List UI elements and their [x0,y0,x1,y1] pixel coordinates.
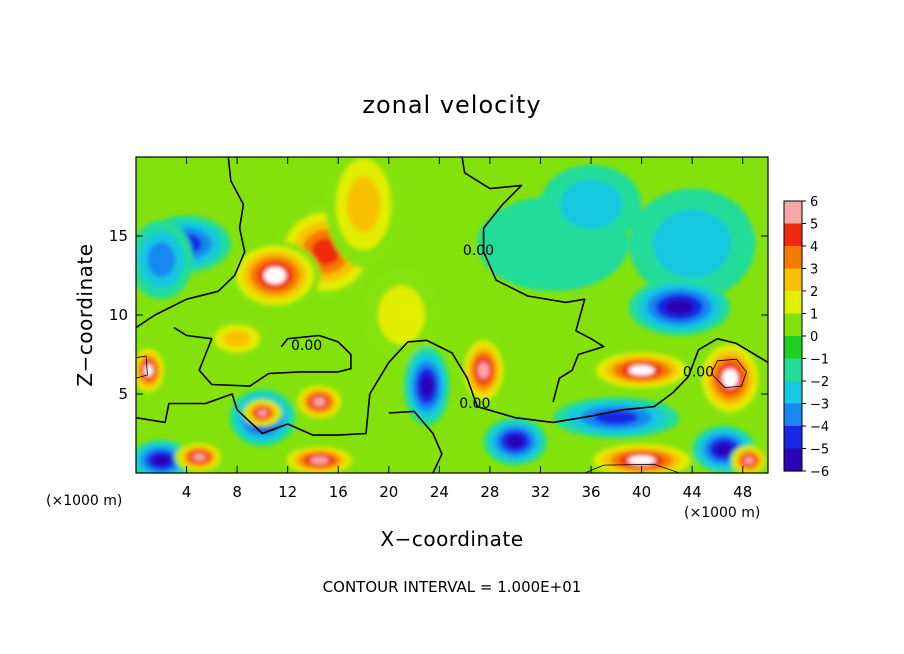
field-level-20-6 [310,456,329,465]
colorbar-tick-label-2: 4 [810,240,818,255]
colorbar-tick-label-4: 2 [810,285,818,300]
zero-contour-line-3 [136,337,768,436]
field-level-3-3 [346,176,381,233]
contour-label-1: 0.00 [463,243,494,259]
field-level-13-6 [627,455,656,465]
field-level-26-6 [257,409,268,417]
field-level-1-2 [653,209,732,278]
field-level-17-5 [714,442,733,457]
x-tick-label-44: 44 [683,483,702,501]
y-axis-ticks: 5 10 15 [109,227,768,403]
chart-title: zonal velocity [362,91,541,119]
field-level-5-2 [378,285,425,345]
colorbar-tick-label-6: 0 [810,330,818,345]
x-tick-label-32: 32 [531,483,550,501]
zero-contour-line-1 [461,157,605,403]
colorbar-swatch-4 [784,291,802,315]
zero-contour-line-4 [388,410,443,473]
field-level-11-3 [147,242,176,278]
colorbar-tick-label-8: −2 [810,375,829,390]
field-level-2-5 [311,238,340,266]
colorbar-tick-label-12: −6 [810,465,829,480]
x-tick-label-48: 48 [733,483,752,501]
zero-contour-line-0 [136,157,246,329]
x-tick-label-36: 36 [581,483,600,501]
y-tick-label-10: 10 [109,306,128,324]
zero-contours [136,157,768,473]
colorbar-tick-label-9: −3 [810,398,829,413]
field-level-6-6 [264,267,286,284]
colorbar-swatch-0 [784,201,802,225]
contour-labels: 0.00 0.00 0.00 0.00 [291,243,714,412]
colorbar-tick-label-10: −4 [810,420,829,435]
x-tick-label-24: 24 [430,483,449,501]
field-level-12-6 [628,365,655,376]
zero-contour-line-2 [173,326,352,387]
field-level-15-5 [420,374,434,398]
x-tick-label-16: 16 [329,483,348,501]
x-tick-label-20: 20 [379,483,398,501]
field-level-23-6 [144,364,153,377]
colorbar-swatch-10 [784,426,802,450]
colorbar-swatch-3 [784,268,802,292]
colorbar-swatch-9 [784,403,802,427]
z-unit-label: (×1000 m) [46,493,122,509]
field-level-7-5 [665,299,694,316]
x-tick-label-8: 8 [232,483,242,501]
contour-line-thin-0 [136,355,148,379]
colorbar-tick-label-3: 3 [810,263,818,278]
x-tick-label-28: 28 [480,483,499,501]
x-tick-label-12: 12 [278,483,297,501]
colorbar-tick-label-7: −1 [810,353,829,368]
colorbar-swatch-7 [784,358,802,382]
field-level-24-6 [193,453,206,462]
colorbar-tick-label-5: 1 [810,308,818,323]
colorbar-tick-label-11: −5 [810,443,829,458]
field-level-9-4 [594,410,639,425]
contour-label-0: 0.00 [291,338,322,354]
colorbar-swatch-11 [784,448,802,472]
contour-interval-note: CONTOUR INTERVAL = 1.000E+01 [323,578,582,596]
x-axis-label: X−coordinate [380,527,523,551]
colorbar-swatch-8 [784,381,802,405]
x-tick-label-40: 40 [632,483,651,501]
colorbar-swatch-1 [784,223,802,247]
field-level-18-5 [506,434,525,449]
y-axis-label: Z−coordinate [73,243,97,386]
contour-label-2: 0.00 [459,396,490,412]
contour-line-thin-1 [710,358,747,389]
y-tick-label-5: 5 [118,385,128,403]
velocity-field [136,157,768,473]
field-level-25-6 [744,456,754,465]
contour-label-3: 0.00 [683,365,714,381]
field-level-22-6 [313,397,326,407]
field-level-8-6 [722,368,739,388]
contour-line-thin-2 [584,463,680,473]
colorbar: 6 5 4 3 2 1 0 −1 −2 −3 −4 −5 −6 [783,195,829,480]
colorbar-swatch-6 [784,336,802,360]
x-axis-ticks: 4 8 12 16 20 24 28 32 36 40 44 48 [182,157,752,501]
x-tick-label-4: 4 [182,483,192,501]
field-level-16-6 [478,361,490,379]
field-level-19-5 [152,454,171,467]
colorbar-tick-label-0: 6 [810,195,818,210]
x-unit-label: (×1000 m) [684,505,760,521]
field-level-21-3 [223,330,252,348]
field-level-4-2 [559,180,623,229]
colorbar-swatch-2 [784,246,802,270]
field-features [136,157,768,473]
colorbar-tick-label-1: 5 [810,218,818,233]
y-tick-label-15: 15 [109,227,128,245]
colorbar-swatch-5 [784,313,802,337]
